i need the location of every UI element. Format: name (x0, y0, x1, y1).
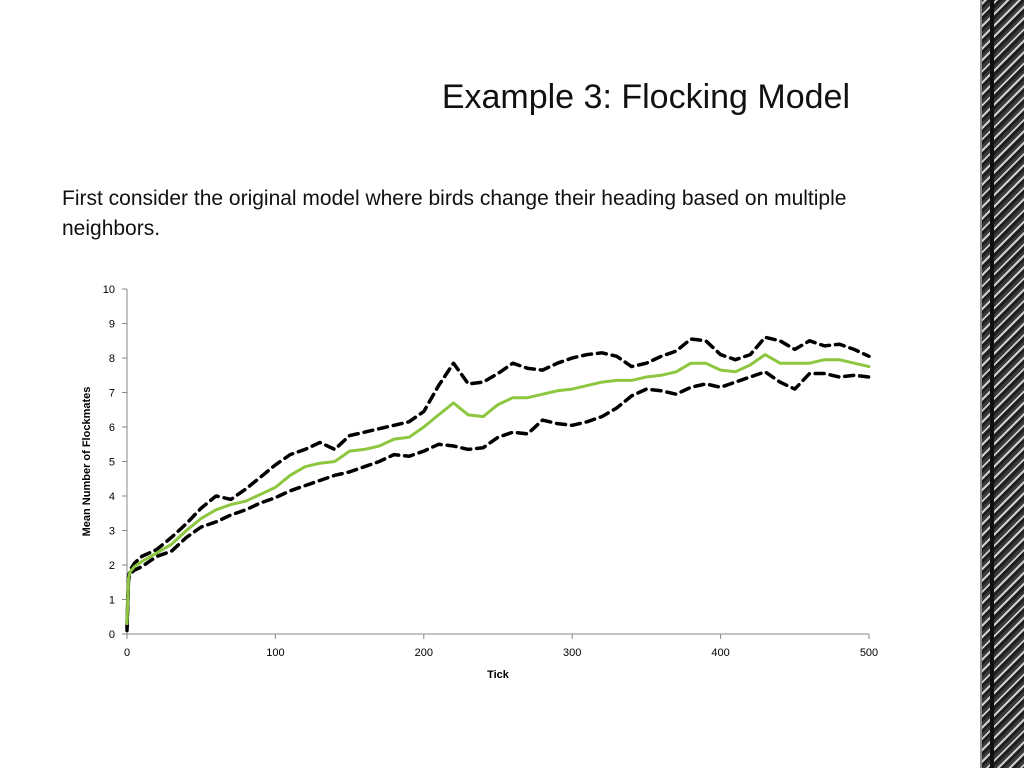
decorative-border-stripe (990, 0, 994, 768)
x-tick-label: 200 (415, 647, 433, 659)
x-axis-title: Tick (487, 669, 510, 681)
x-tick-label: 400 (711, 647, 729, 659)
y-tick-label: 8 (109, 353, 115, 365)
chart-axes (122, 288, 870, 639)
series-line-mean (125, 353, 871, 626)
x-tick-label: 100 (266, 647, 284, 659)
slide-title: Example 3: Flocking Model (441, 78, 850, 116)
series-line-bound-1 (125, 335, 871, 629)
y-tick-label: 4 (109, 491, 115, 503)
series-line-bound-2 (125, 370, 871, 633)
y-tick-label: 0 (109, 629, 115, 641)
y-tick-label: 10 (103, 284, 115, 296)
y-tick-label: 1 (109, 595, 115, 607)
y-tick-label: 6 (109, 422, 115, 434)
y-tick-label: 7 (109, 388, 115, 400)
y-tick-label: 5 (109, 457, 115, 469)
slide-body-text: First consider the original model where … (62, 187, 847, 240)
x-tick-label: 0 (124, 647, 130, 659)
x-tick-label: 500 (860, 647, 878, 659)
y-axis-title: Mean Number of Flockmates (81, 387, 93, 537)
decorative-side-border (980, 0, 1024, 768)
decorative-border-edge (980, 0, 982, 768)
y-tick-label: 3 (109, 526, 115, 538)
y-tick-label: 9 (109, 319, 115, 331)
y-tick-label: 2 (109, 560, 115, 572)
x-tick-label: 300 (563, 647, 581, 659)
chart-series-layer (125, 335, 871, 633)
